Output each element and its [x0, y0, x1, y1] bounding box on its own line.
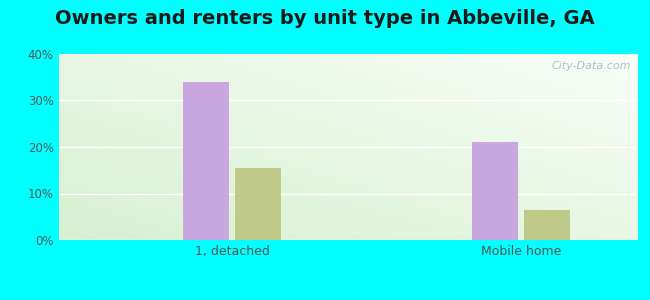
Bar	[235, 168, 281, 240]
Bar	[472, 142, 519, 240]
Bar	[183, 82, 229, 240]
Text: City-Data.com: City-Data.com	[552, 61, 631, 71]
Text: Owners and renters by unit type in Abbeville, GA: Owners and renters by unit type in Abbev…	[55, 9, 595, 28]
Bar	[524, 210, 571, 240]
Legend: Owner occupied units, Renter occupied units: Owner occupied units, Renter occupied un…	[172, 298, 523, 300]
